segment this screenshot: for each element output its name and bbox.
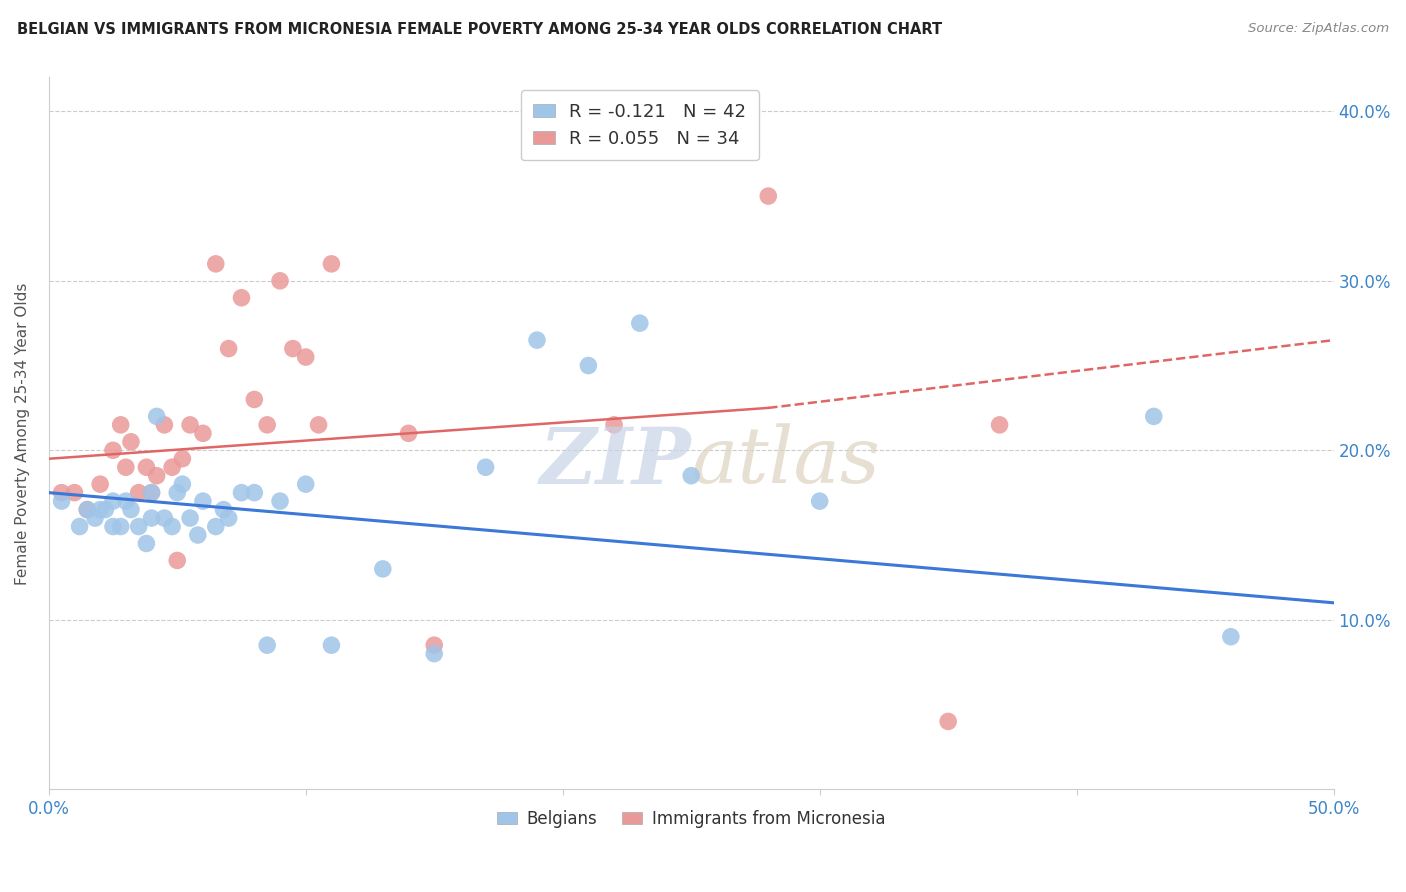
Point	[808, 494, 831, 508]
Point	[243, 392, 266, 407]
Point	[128, 485, 150, 500]
Point	[576, 359, 599, 373]
Text: atlas: atlas	[692, 424, 880, 500]
Point	[218, 342, 240, 356]
Point	[204, 519, 226, 533]
Point	[76, 502, 98, 516]
Text: Source: ZipAtlas.com: Source: ZipAtlas.com	[1249, 22, 1389, 36]
Point	[179, 417, 201, 432]
Point	[110, 417, 132, 432]
Point	[141, 485, 163, 500]
Point	[160, 519, 183, 533]
Point	[308, 417, 330, 432]
Y-axis label: Female Poverty Among 25-34 Year Olds: Female Poverty Among 25-34 Year Olds	[15, 282, 30, 584]
Point	[120, 434, 142, 449]
Point	[187, 528, 209, 542]
Point	[101, 494, 124, 508]
Text: ZIP: ZIP	[540, 424, 692, 500]
Point	[1143, 409, 1166, 424]
Legend: Belgians, Immigrants from Micronesia: Belgians, Immigrants from Micronesia	[489, 803, 893, 834]
Point	[423, 647, 446, 661]
Point	[115, 494, 138, 508]
Text: BELGIAN VS IMMIGRANTS FROM MICRONESIA FEMALE POVERTY AMONG 25-34 YEAR OLDS CORRE: BELGIAN VS IMMIGRANTS FROM MICRONESIA FE…	[17, 22, 942, 37]
Point	[179, 511, 201, 525]
Point	[89, 477, 111, 491]
Point	[135, 536, 157, 550]
Point	[153, 417, 176, 432]
Point	[145, 468, 167, 483]
Point	[191, 426, 214, 441]
Point	[321, 257, 343, 271]
Point	[256, 417, 278, 432]
Point	[212, 502, 235, 516]
Point	[141, 511, 163, 525]
Point	[160, 460, 183, 475]
Point	[423, 638, 446, 652]
Point	[988, 417, 1011, 432]
Point	[141, 485, 163, 500]
Point	[101, 443, 124, 458]
Point	[145, 409, 167, 424]
Point	[135, 460, 157, 475]
Point	[269, 494, 291, 508]
Point	[256, 638, 278, 652]
Point	[69, 519, 91, 533]
Point	[398, 426, 420, 441]
Point	[371, 562, 394, 576]
Point	[269, 274, 291, 288]
Point	[628, 316, 651, 330]
Point	[756, 189, 779, 203]
Point	[110, 519, 132, 533]
Point	[281, 342, 304, 356]
Point	[63, 485, 86, 500]
Point	[120, 502, 142, 516]
Point	[172, 477, 194, 491]
Point	[191, 494, 214, 508]
Point	[681, 468, 703, 483]
Point	[231, 485, 253, 500]
Point	[231, 291, 253, 305]
Point	[321, 638, 343, 652]
Point	[294, 477, 316, 491]
Point	[89, 502, 111, 516]
Point	[76, 502, 98, 516]
Point	[115, 460, 138, 475]
Point	[204, 257, 226, 271]
Point	[51, 485, 73, 500]
Point	[603, 417, 626, 432]
Point	[243, 485, 266, 500]
Point	[166, 553, 188, 567]
Point	[51, 494, 73, 508]
Point	[94, 502, 117, 516]
Point	[936, 714, 959, 729]
Point	[172, 451, 194, 466]
Point	[84, 511, 107, 525]
Point	[526, 333, 548, 347]
Point	[166, 485, 188, 500]
Point	[153, 511, 176, 525]
Point	[1219, 630, 1241, 644]
Point	[218, 511, 240, 525]
Point	[101, 519, 124, 533]
Point	[294, 350, 316, 364]
Point	[474, 460, 496, 475]
Point	[128, 519, 150, 533]
